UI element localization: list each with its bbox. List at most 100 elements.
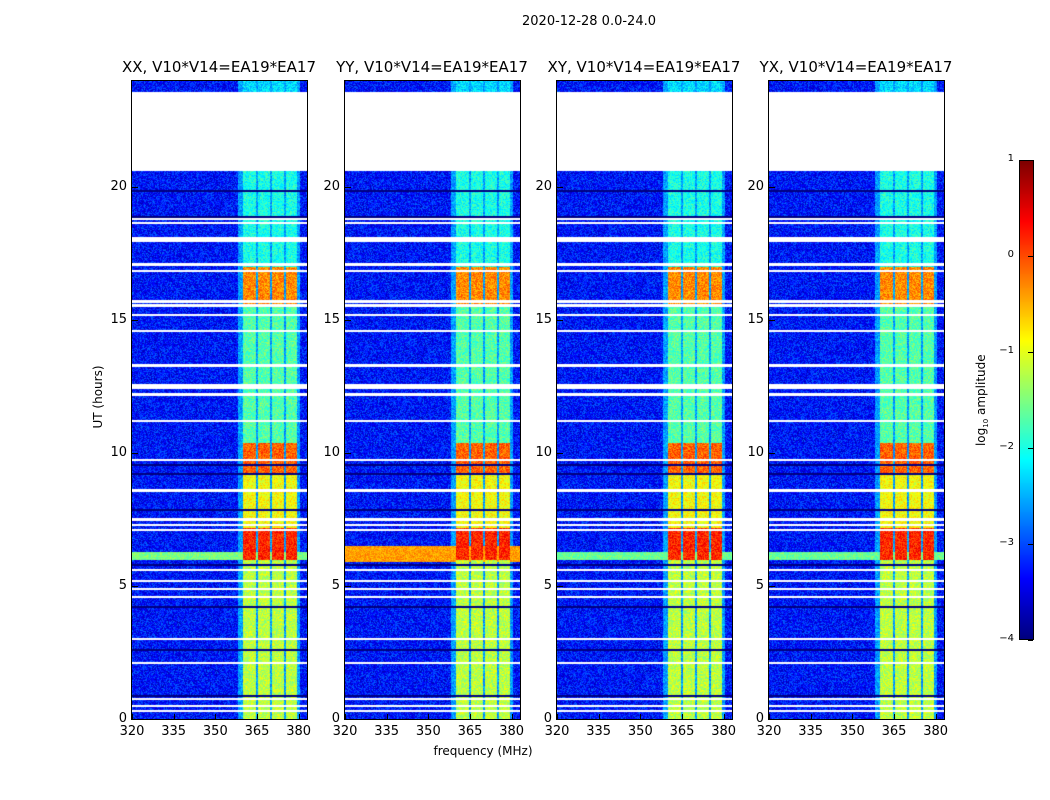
y-axis-label: UT (hours) — [91, 365, 105, 429]
y-tick-label: 5 — [755, 578, 764, 594]
x-tick-label: 380 — [499, 724, 525, 739]
heatmap-panel — [344, 80, 521, 720]
heatmap-image — [345, 81, 520, 719]
x-tick-label: 365 — [881, 724, 907, 739]
figure-title: 2020-12-28 0.0-24.0 — [522, 14, 656, 29]
y-tick-mark — [557, 453, 563, 455]
y-tick-mark — [345, 187, 351, 189]
y-tick-label: 20 — [535, 179, 552, 195]
x-tick-label: 320 — [119, 724, 145, 739]
y-tick-label: 0 — [543, 711, 552, 726]
y-tick-label: 20 — [110, 179, 127, 195]
x-tick-mark — [640, 714, 642, 720]
x-tick-label: 380 — [711, 724, 737, 739]
x-tick-label: 350 — [202, 724, 228, 739]
x-tick-label: 365 — [244, 724, 270, 739]
x-tick-label: 320 — [544, 724, 570, 739]
y-tick-mark — [345, 453, 351, 455]
y-tick-mark — [769, 320, 775, 322]
heatmap-image — [132, 81, 307, 719]
x-tick-label: 335 — [161, 724, 187, 739]
y-tick-mark — [345, 586, 351, 588]
x-tick-mark — [428, 714, 430, 720]
colorbar-tick-label: 1 — [1007, 153, 1014, 164]
y-tick-label: 0 — [118, 711, 127, 726]
y-tick-mark — [769, 187, 775, 189]
x-tick-label: 350 — [839, 724, 865, 739]
colorbar-tick-label: −4 — [999, 633, 1014, 644]
y-tick-mark — [557, 187, 563, 189]
x-tick-label: 365 — [457, 724, 483, 739]
x-tick-label: 335 — [586, 724, 612, 739]
y-tick-label: 20 — [747, 179, 764, 195]
y-tick-label: 5 — [331, 578, 340, 594]
heatmap-panel — [768, 80, 945, 720]
y-tick-label: 5 — [118, 578, 127, 594]
x-tick-mark — [345, 714, 346, 720]
x-tick-mark — [470, 714, 471, 720]
y-tick-label: 15 — [535, 312, 552, 328]
y-tick-mark — [769, 586, 775, 588]
x-tick-mark — [935, 714, 937, 720]
x-tick-mark — [257, 714, 258, 720]
heatmap-panel — [556, 80, 733, 720]
panel-title: YX, V10*V14=EA19*EA17 — [759, 58, 953, 76]
x-tick-label: 350 — [415, 724, 441, 739]
heatmap-panel — [131, 80, 308, 720]
y-tick-mark — [132, 320, 138, 322]
x-tick-mark — [723, 714, 725, 720]
y-tick-mark — [769, 453, 775, 455]
colorbar-tick-mark — [1028, 640, 1033, 641]
x-tick-label: 320 — [332, 724, 358, 739]
x-tick-mark — [769, 714, 770, 720]
y-tick-label: 15 — [747, 312, 764, 328]
x-tick-mark — [894, 714, 895, 720]
panel-title: XX, V10*V14=EA19*EA17 — [121, 58, 316, 76]
colorbar-label: log10 amplitude — [973, 354, 991, 447]
y-tick-label: 15 — [110, 312, 127, 328]
panel-title: YY, V10*V14=EA19*EA17 — [336, 58, 528, 76]
colorbar-tick-mark — [1028, 544, 1033, 545]
x-tick-mark — [132, 714, 133, 720]
y-tick-label: 15 — [323, 312, 340, 328]
x-tick-label: 335 — [374, 724, 400, 739]
x-tick-label: 380 — [286, 724, 312, 739]
y-tick-mark — [769, 719, 775, 720]
y-tick-mark — [132, 187, 138, 189]
x-tick-mark — [511, 714, 513, 720]
x-tick-mark — [386, 714, 388, 720]
x-tick-mark — [298, 714, 300, 720]
x-tick-mark — [215, 714, 217, 720]
y-tick-label: 10 — [535, 445, 552, 461]
x-tick-label: 320 — [756, 724, 782, 739]
y-tick-mark — [132, 453, 138, 455]
y-tick-mark — [345, 320, 351, 322]
y-tick-mark — [345, 719, 351, 720]
x-tick-label: 365 — [669, 724, 695, 739]
colorbar-tick-label: −3 — [999, 537, 1014, 548]
y-tick-mark — [557, 719, 563, 720]
x-tick-label: 380 — [923, 724, 949, 739]
y-tick-mark — [557, 320, 563, 322]
y-tick-label: 10 — [110, 445, 127, 461]
x-tick-mark — [598, 714, 600, 720]
panel-title: XY, V10*V14=EA19*EA17 — [547, 58, 741, 76]
heatmap-image — [557, 81, 732, 719]
colorbar-tick-label: −1 — [999, 345, 1014, 356]
colorbar-tick-label: −2 — [999, 441, 1014, 452]
colorbar-tick-label: 0 — [1007, 249, 1014, 260]
y-tick-label: 10 — [323, 445, 340, 461]
y-tick-mark — [132, 586, 138, 588]
colorbar-tick-mark — [1028, 256, 1033, 257]
heatmap-image — [769, 81, 944, 719]
x-tick-mark — [682, 714, 683, 720]
x-axis-label: frequency (MHz) — [433, 744, 533, 758]
x-tick-mark — [557, 714, 558, 720]
y-tick-mark — [132, 719, 138, 720]
colorbar-tick-mark — [1028, 448, 1033, 449]
x-tick-mark — [173, 714, 175, 720]
y-tick-label: 5 — [543, 578, 552, 594]
y-tick-label: 0 — [755, 711, 764, 726]
x-tick-label: 335 — [798, 724, 824, 739]
